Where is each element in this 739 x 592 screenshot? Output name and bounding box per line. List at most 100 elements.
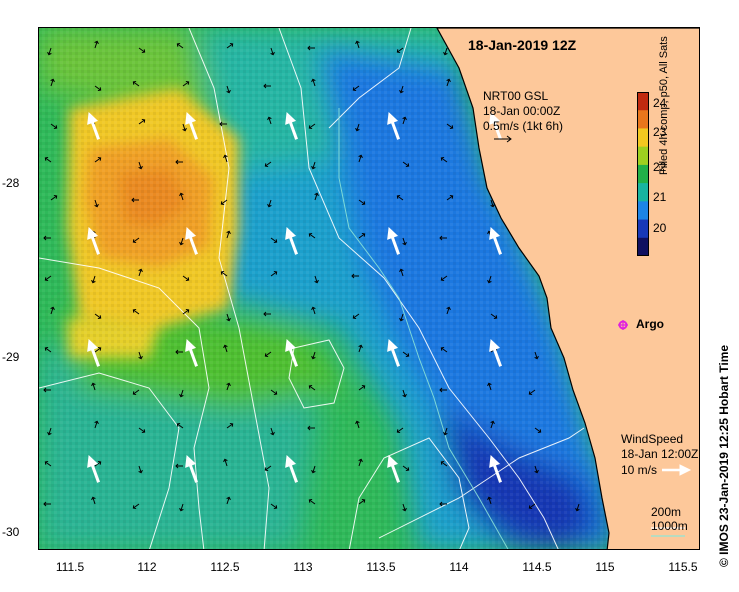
contour-200m [338,108,509,549]
current-arrow [311,161,316,170]
current-arrow [351,273,359,279]
current-arrow [490,420,495,429]
current-arrow [220,199,228,206]
colorbar-swatch [637,92,649,111]
current-arrow [534,465,539,474]
current-arrow [132,503,140,510]
contour-shelf [378,427,585,539]
current-arrow [47,427,52,436]
current-arrow [396,194,404,201]
current-arrow [226,422,234,429]
current-arrow [440,275,448,282]
wind-arrow [87,111,100,140]
current-arrow [487,496,492,505]
colorbar-label: Filled 4h comp, p50, All Sats [658,36,670,175]
current-arrow [182,123,187,132]
current-arrow [226,42,234,49]
colorbar-tick-label: 24 [653,96,667,110]
current-arrow [182,275,190,282]
wind-legend-line1: WindSpeed [621,432,684,446]
current-arrow [443,47,448,56]
colorbar-tick-label: 21 [653,190,667,204]
x-tick-label: 112 [137,560,157,574]
current-arrow [358,384,366,391]
current-arrow [223,458,228,467]
current-arrow [314,192,319,201]
wind-arrow [489,454,502,483]
current-arrow [490,199,495,208]
x-tick-label: 113.5 [366,560,396,574]
argo-marker[interactable] [618,320,628,330]
wind-arrow [87,226,100,255]
current-arrow [270,237,278,244]
current-arrow [132,389,140,396]
current-arrow [439,501,447,507]
colorbar [637,92,649,256]
current-arrow [220,270,228,277]
colorbar-tick-label: 22 [653,160,667,174]
current-arrow [311,306,316,315]
current-arrow [44,346,52,353]
current-arrow [311,78,316,87]
wind-arrow [185,338,198,367]
contour-offshore-2 [39,257,210,549]
wind-arrow [387,226,400,255]
current-arrow [94,85,102,92]
current-arrow [443,427,448,436]
current-arrow [131,197,139,203]
current-arrow [270,47,275,56]
current-arrow [440,346,448,353]
current-arrow [50,78,55,87]
current-arrow [396,47,404,54]
current-arrow [264,465,272,472]
current-arrow [396,427,404,434]
current-arrow [487,275,492,284]
current-arrow [94,156,102,163]
current-arrow [264,351,272,358]
current-arrow [94,199,99,208]
x-tick-label: 115.5 [668,560,698,574]
wind-legend-line3: 10 m/s [621,463,658,477]
x-tick-label: 114.5 [522,560,552,574]
current-arrow [311,351,316,360]
current-arrow [226,496,231,505]
current-arrow [179,389,184,398]
x-tick-label: 113 [293,560,313,574]
current-arrow [402,351,410,358]
wind-arrow [489,226,502,255]
map-frame[interactable] [38,27,700,550]
current-arrow [399,313,404,322]
wind-arrow [489,338,502,367]
current-arrow [490,313,498,320]
current-arrow [132,80,140,87]
current-arrow [94,420,99,429]
wind-arrow [285,111,298,140]
current-legend-line3: 0.5m/s (1kt 6h) [483,119,564,133]
current-arrow [402,237,407,246]
current-arrow [179,503,184,512]
x-tick-label: 112.5 [210,560,240,574]
current-arrow [358,232,366,239]
current-arrow [358,344,363,353]
current-arrow [94,313,102,320]
current-arrow [226,230,231,239]
current-scale-arrow [494,135,512,143]
current-arrow [223,154,228,163]
current-arrow [358,199,366,206]
current-arrow [138,427,146,434]
current-arrow [263,83,271,89]
current-arrow [138,268,143,277]
current-arrow [138,465,143,474]
current-arrow [534,351,539,360]
current-arrow [358,498,366,505]
current-arrow [402,503,407,512]
x-tick-label: 111.5 [55,560,85,574]
colorbar-swatch [637,146,649,166]
current-arrow [270,389,278,396]
contour-offshore-1 [188,28,270,549]
current-arrow [446,194,454,201]
colorbar-outline [637,92,649,256]
argo-label[interactable]: Argo [636,317,664,331]
contour-loop [288,339,345,409]
wind-arrow [185,111,198,140]
